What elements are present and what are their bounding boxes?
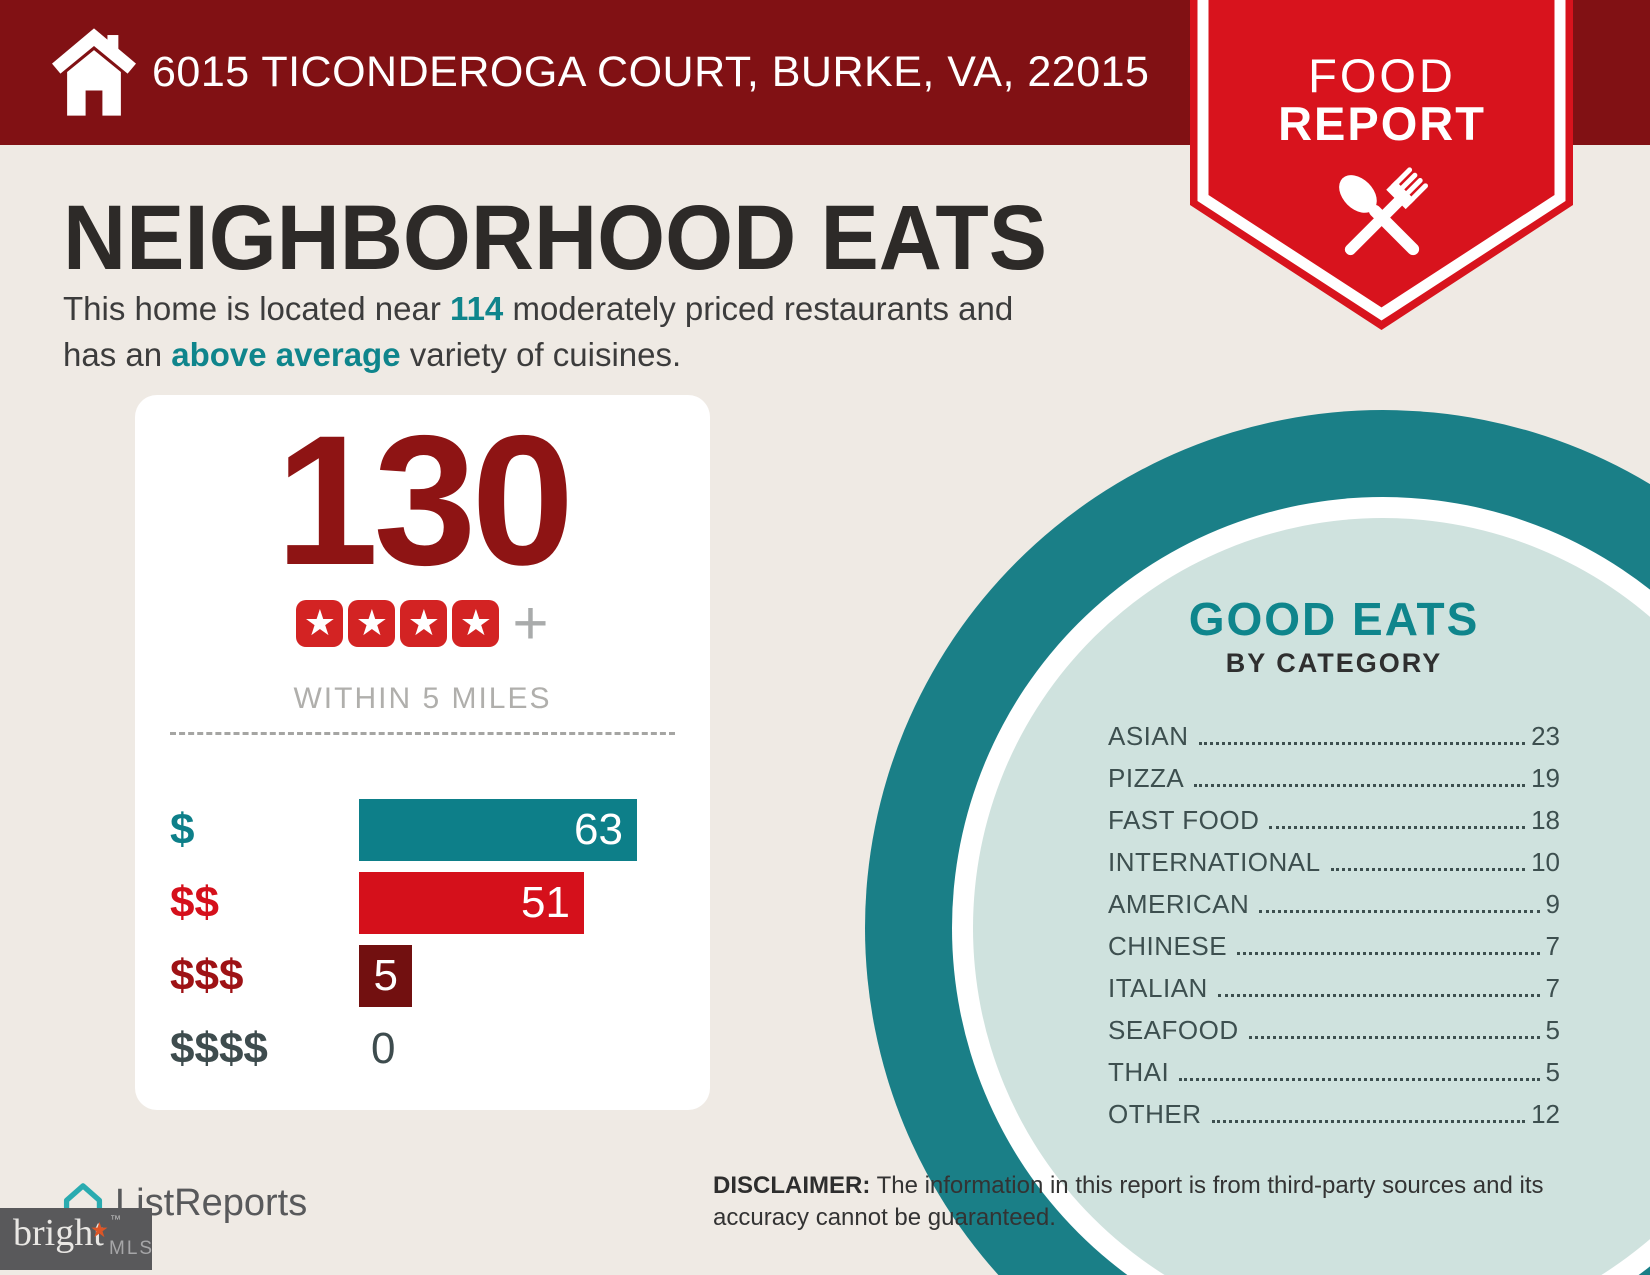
- disclaimer: DISCLAIMER: The information in this repo…: [713, 1170, 1558, 1235]
- category-value: 19: [1531, 763, 1560, 793]
- star-icon: ★: [400, 599, 448, 647]
- spoon-fork-icon: [1339, 167, 1428, 256]
- price-label: $$$: [170, 951, 244, 1000]
- bright-wordmark: bright: [13, 1212, 104, 1254]
- category-label: ITALIAN: [1108, 973, 1208, 1003]
- intro-text: This home is located near 114 moderately…: [63, 286, 1013, 377]
- property-address: 6015 TICONDEROGA COURT, BURKE, VA, 22015: [152, 48, 1150, 96]
- plus-icon: +: [512, 588, 549, 658]
- category-label: THAI: [1108, 1057, 1170, 1087]
- category-row: THAI 5: [1108, 1052, 1560, 1094]
- category-label: ASIAN: [1108, 721, 1189, 751]
- category-value: 23: [1531, 721, 1560, 751]
- price-bar: 63: [359, 799, 637, 861]
- intro-line1-prefix: This home is located near: [63, 290, 451, 327]
- price-bar-area: 63: [359, 799, 675, 861]
- category-label: OTHER: [1108, 1099, 1202, 1129]
- category-row: FAST FOOD 18: [1108, 800, 1560, 842]
- total-restaurant-count: 130: [275, 398, 575, 604]
- category-label: PIZZA: [1108, 763, 1185, 793]
- dotted-leader: [1198, 742, 1526, 745]
- category-row: CHINESE 7: [1108, 926, 1560, 968]
- price-row: $$$$ 0: [170, 1018, 675, 1080]
- category-list: ASIAN 23 PIZZA 19 FAST FOOD 18 INTERNATIONAL 10…: [1108, 716, 1560, 1136]
- category-row: SEAFOOD 5: [1108, 1010, 1560, 1052]
- price-bar-value: 0: [371, 1024, 396, 1073]
- dashed-divider: [170, 732, 675, 735]
- price-bars: $63 $$ 51 $$$ 5 $$$$ 0: [170, 799, 675, 1080]
- dotted-leader: [1237, 952, 1540, 955]
- price-label: $$: [170, 878, 219, 927]
- price-label: $: [170, 805, 195, 854]
- category-value: 5: [1545, 1015, 1560, 1045]
- price-bar-value: 63: [574, 805, 623, 854]
- dotted-leader: [1259, 910, 1540, 913]
- price-row: $63: [170, 799, 675, 861]
- price-bar-area: 0: [359, 1018, 675, 1080]
- intro-line1-suffix: moderately priced restaurants and: [503, 290, 1014, 327]
- stats-card: 130 ★ ★ ★ ★ + WITHIN 5 MILES $63 $$ 51 $$$ 5 $$$$…: [135, 395, 710, 1110]
- dotted-leader: [1211, 1120, 1526, 1123]
- category-value: 12: [1531, 1099, 1560, 1129]
- category-value: 10: [1531, 847, 1560, 877]
- category-row: ITALIAN 7: [1108, 968, 1560, 1010]
- price-bar-area: 51: [359, 872, 675, 934]
- bright-trademark: ™: [110, 1214, 121, 1226]
- category-value: 18: [1531, 805, 1560, 835]
- category-value: 7: [1545, 931, 1560, 961]
- food-report-badge: FOOD REPORT: [1185, 0, 1580, 345]
- price-bar-value: 51: [521, 878, 570, 927]
- star-icon: ★: [348, 599, 396, 647]
- disclaimer-line1: The information in this report is from t…: [870, 1172, 1544, 1199]
- home-icon: [52, 28, 136, 116]
- category-value: 5: [1545, 1057, 1560, 1087]
- category-value: 7: [1545, 973, 1560, 1003]
- category-row: PIZZA 19: [1108, 758, 1560, 800]
- category-row: OTHER 12: [1108, 1094, 1560, 1136]
- page-title: NEIGHBORHOOD EATS: [63, 187, 1048, 289]
- price-row: $$ 51: [170, 872, 675, 934]
- rating-stars: ★ ★ ★ ★ +: [135, 588, 710, 658]
- category-label: SEAFOOD: [1108, 1015, 1239, 1045]
- category-label: FAST FOOD: [1108, 805, 1260, 835]
- radius-label: WITHIN 5 MILES: [293, 682, 552, 715]
- price-row: $$$ 5: [170, 945, 675, 1007]
- brightmls-logo: bright ★ ™ MLS: [0, 1208, 152, 1270]
- price-bar-value: 5: [373, 951, 398, 1000]
- dotted-leader: [1269, 826, 1526, 829]
- category-label: INTERNATIONAL: [1108, 847, 1321, 877]
- ribbon-line2: REPORT: [1278, 97, 1486, 150]
- bright-star-icon: ★: [90, 1219, 109, 1242]
- listreports-logo: ListReports: [60, 1178, 307, 1229]
- intro-line2-suffix: variety of cuisines.: [400, 335, 682, 373]
- category-row: ASIAN 23: [1108, 716, 1560, 758]
- price-bar: 5: [359, 945, 412, 1007]
- disclaimer-line2: accuracy cannot be guaranteed.: [713, 1204, 1056, 1232]
- dotted-leader: [1194, 784, 1526, 787]
- ribbon-line1: FOOD: [1308, 49, 1456, 102]
- star-icon: ★: [452, 599, 500, 647]
- price-bar-area: 5: [359, 945, 675, 1007]
- restaurant-count: 114: [450, 290, 504, 327]
- dotted-leader: [1330, 868, 1526, 871]
- star-icon: ★: [296, 599, 344, 647]
- intro-line2-prefix: has an: [63, 335, 172, 373]
- good-eats-title: GOOD EATS: [1188, 593, 1480, 645]
- disclaimer-label: DISCLAIMER:: [713, 1172, 871, 1199]
- category-value: 9: [1545, 889, 1560, 919]
- category-row: INTERNATIONAL 10: [1108, 842, 1560, 884]
- dotted-leader: [1179, 1078, 1540, 1081]
- price-label: $$$$: [170, 1024, 268, 1073]
- good-eats-circle-inner: [973, 518, 1650, 1275]
- category-label: AMERICAN: [1108, 889, 1250, 919]
- category-row: AMERICAN 9: [1108, 884, 1560, 926]
- dotted-leader: [1217, 994, 1540, 997]
- good-eats-subtitle: BY CATEGORY: [1225, 648, 1443, 678]
- dotted-leader: [1248, 1036, 1540, 1039]
- bright-mls-label: MLS: [109, 1238, 155, 1259]
- variety-highlight: above average: [171, 335, 401, 373]
- price-bar: 51: [359, 872, 584, 934]
- category-label: CHINESE: [1108, 931, 1228, 961]
